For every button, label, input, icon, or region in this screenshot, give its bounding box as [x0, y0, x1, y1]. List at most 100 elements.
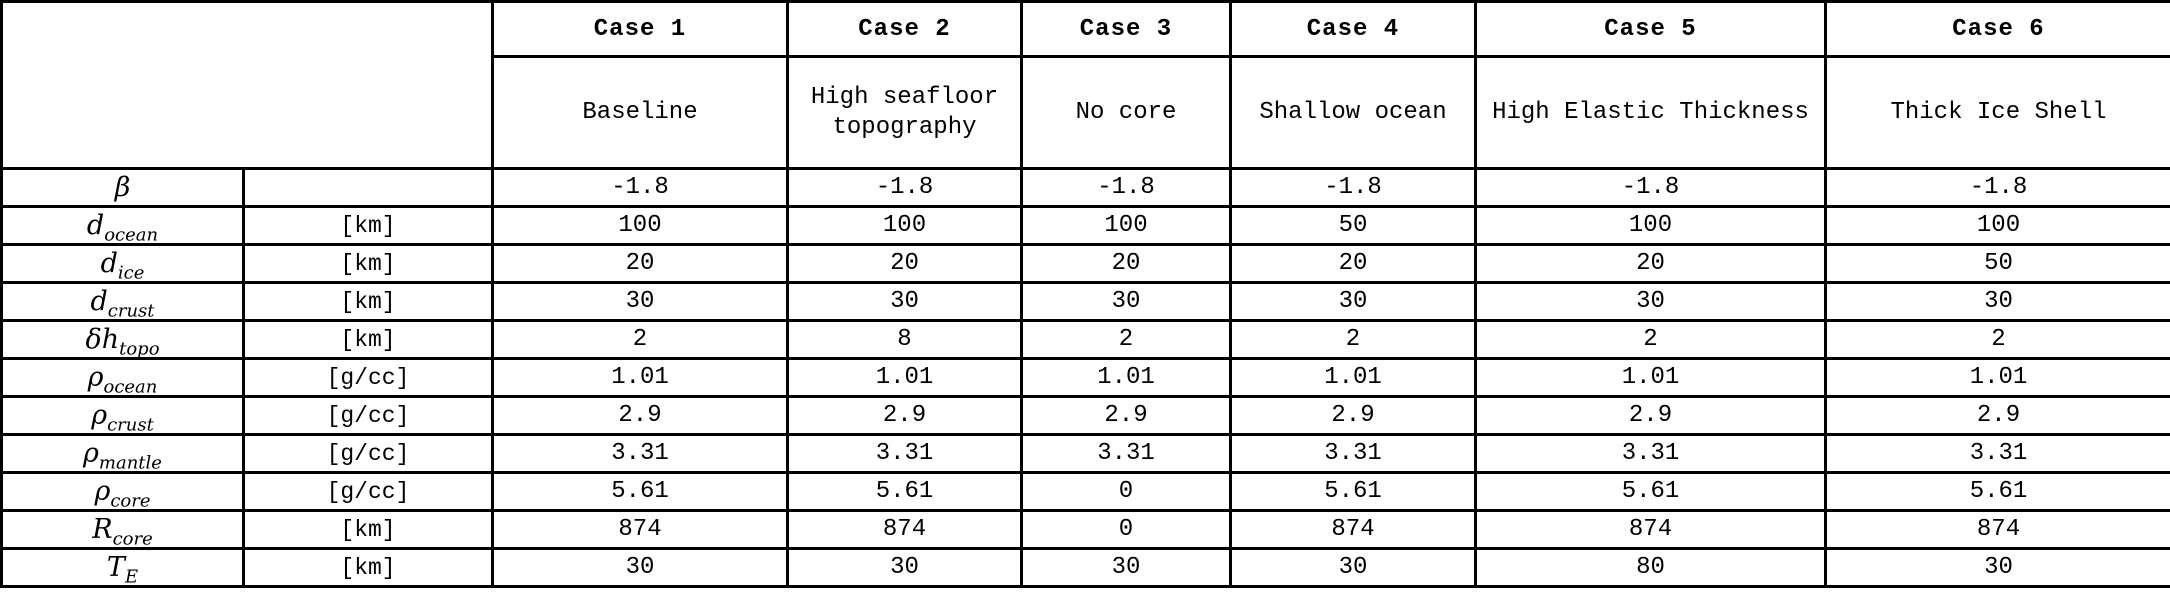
value-cell: 2	[1020, 319, 1232, 360]
case-description: Thick Ice Shell	[1824, 55, 2170, 170]
row-unit: [km]	[242, 547, 494, 588]
row-unit: [g/cc]	[242, 433, 494, 474]
value-cell: 1.01	[786, 357, 1023, 398]
value-cell: 1.01	[1229, 357, 1477, 398]
value-cell: 5.61	[786, 471, 1023, 512]
value-cell: 100	[491, 205, 789, 246]
row-label-subscript: crust	[107, 414, 154, 435]
table-row: δhtopo [km] 2 8 2 2 2 2	[0, 319, 2170, 360]
blank-corner-cell	[0, 0, 494, 170]
value-cell: 30	[1229, 281, 1477, 322]
row-unit: [km]	[242, 243, 494, 284]
row-label-subscript: core	[110, 490, 151, 511]
case-header: Case 6	[1824, 0, 2170, 58]
row-label: β	[0, 167, 245, 208]
value-cell: 100	[1020, 205, 1232, 246]
value-cell: 20	[1229, 243, 1477, 284]
value-cell: 80	[1474, 547, 1827, 588]
value-cell: 2	[491, 319, 789, 360]
value-cell: 30	[491, 547, 789, 588]
value-cell: 100	[786, 205, 1023, 246]
case-description: Shallow ocean	[1229, 55, 1477, 170]
value-cell: 30	[786, 547, 1023, 588]
row-unit: [km]	[242, 281, 494, 322]
value-cell: 2.9	[1229, 395, 1477, 436]
case-description: High seafloor topography	[786, 55, 1023, 170]
value-cell: 30	[491, 281, 789, 322]
value-cell: 2.9	[786, 395, 1023, 436]
row-unit: [km]	[242, 509, 494, 550]
value-cell: 20	[1474, 243, 1827, 284]
case-description-row: Baseline High seafloor topography No core S…	[2, 55, 2170, 170]
value-cell: 50	[1824, 243, 2170, 284]
row-label-subscript: ocean	[104, 224, 159, 245]
value-cell: 1.01	[1020, 357, 1232, 398]
value-cell: 2.9	[1824, 395, 2170, 436]
row-unit	[242, 167, 494, 208]
table-row: dcrust [km] 30 30 30 30 30 30	[0, 281, 2170, 322]
value-cell: 50	[1229, 205, 1477, 246]
value-cell: 874	[786, 509, 1023, 550]
value-cell: -1.8	[491, 167, 789, 208]
case-description: High Elastic Thickness	[1474, 55, 1827, 170]
row-label-subscript: ocean	[103, 376, 158, 397]
row-label: TE	[0, 547, 245, 588]
row-label: dcrust	[0, 281, 245, 322]
value-cell: 30	[1020, 281, 1232, 322]
value-cell: -1.8	[1020, 167, 1232, 208]
case-header: Case 2	[786, 0, 1023, 58]
table-row: ρocean [g/cc] 1.01 1.01 1.01 1.01 1.01 1.01	[0, 357, 2170, 398]
row-unit: [km]	[242, 319, 494, 360]
value-cell: 30	[786, 281, 1023, 322]
model-parameters-table: Case 1 Case 2 Case 3 Case 4 Case 5 Case 6 Base…	[0, 0, 2170, 588]
value-cell: 5.61	[1824, 471, 2170, 512]
row-label: ρocean	[0, 357, 245, 398]
case-header: Case 3	[1020, 0, 1232, 58]
case-number-row: Case 1 Case 2 Case 3 Case 4 Case 5 Case 6	[0, 0, 2170, 170]
value-cell: 5.61	[1474, 471, 1827, 512]
value-cell: 3.31	[1474, 433, 1827, 474]
row-label: ρmantle	[0, 433, 245, 474]
value-cell: 1.01	[491, 357, 789, 398]
table-row: TE [km] 30 30 30 30 80 30	[0, 547, 2170, 588]
value-cell: 3.31	[786, 433, 1023, 474]
value-cell: -1.8	[1229, 167, 1477, 208]
value-cell: -1.8	[1474, 167, 1827, 208]
table-row: ρcore [g/cc] 5.61 5.61 0 5.61 5.61 5.61	[0, 471, 2170, 512]
case-description: Baseline	[491, 55, 789, 170]
value-cell: 1.01	[1824, 357, 2170, 398]
row-label: docean	[0, 205, 245, 246]
value-cell: 3.31	[1020, 433, 1232, 474]
value-cell: 1.01	[1474, 357, 1827, 398]
value-cell: 2.9	[1474, 395, 1827, 436]
table-row: ρmantle [g/cc] 3.31 3.31 3.31 3.31 3.31 3.31	[0, 433, 2170, 474]
value-cell: 0	[1020, 471, 1232, 512]
value-cell: 0	[1020, 509, 1232, 550]
table-row: β -1.8 -1.8 -1.8 -1.8 -1.8 -1.8	[0, 167, 2170, 208]
row-unit: [g/cc]	[242, 357, 494, 398]
row-label: ρcore	[0, 471, 245, 512]
table-body: β -1.8 -1.8 -1.8 -1.8 -1.8 -1.8 docean [km] 100 10…	[0, 167, 2170, 588]
row-unit: [km]	[242, 205, 494, 246]
table-row: dice [km] 20 20 20 20 20 50	[0, 243, 2170, 284]
value-cell: -1.8	[786, 167, 1023, 208]
value-cell: 30	[1474, 281, 1827, 322]
value-cell: 100	[1824, 205, 2170, 246]
case-header: Case 1	[491, 0, 789, 58]
row-label: dice	[0, 243, 245, 284]
value-cell: 100	[1474, 205, 1827, 246]
table-header: Case 1 Case 2 Case 3 Case 4 Case 5 Case 6 Base…	[0, 0, 2170, 170]
row-label-subscript: crust	[107, 300, 155, 321]
value-cell: 20	[786, 243, 1023, 284]
case-header: Case 5	[1474, 0, 1827, 58]
row-label-subscript: ice	[117, 262, 145, 283]
value-cell: 874	[491, 509, 789, 550]
value-cell: 5.61	[1229, 471, 1477, 512]
case-description: No core	[1020, 55, 1232, 170]
value-cell: 2	[1229, 319, 1477, 360]
row-unit: [g/cc]	[242, 471, 494, 512]
table-row: docean [km] 100 100 100 50 100 100	[0, 205, 2170, 246]
case-header: Case 4	[1229, 0, 1477, 58]
value-cell: -1.8	[1824, 167, 2170, 208]
